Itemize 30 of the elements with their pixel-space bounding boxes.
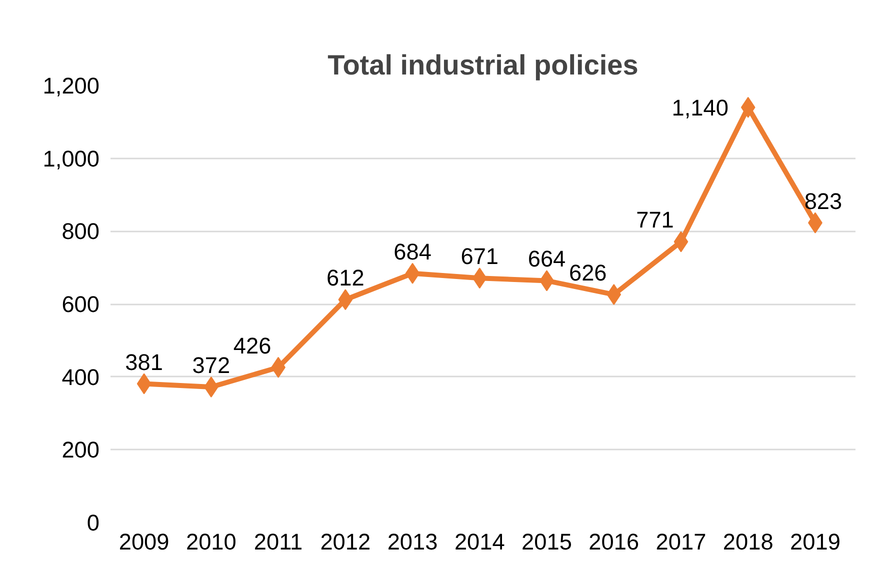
data-label: 626 [568, 260, 607, 286]
x-tick-label: 2010 [186, 528, 236, 554]
y-tick-label: 1,200 [42, 72, 100, 98]
x-tick-label: 2013 [387, 528, 438, 554]
data-label: 671 [460, 243, 499, 270]
data-label: 771 [636, 206, 674, 233]
x-tick-label: 2017 [656, 528, 706, 554]
x-tick-label: 2014 [454, 528, 505, 554]
data-label: 823 [804, 188, 842, 214]
x-tick-label: 2011 [254, 528, 303, 554]
y-tick-label: 200 [62, 436, 100, 463]
x-tick-label: 2019 [790, 528, 840, 554]
data-label: 372 [192, 352, 230, 378]
y-tick-label: 0 [86, 510, 100, 536]
y-tick-label: 800 [62, 218, 100, 244]
y-tick-label: 400 [62, 364, 100, 390]
y-tick-label: 600 [62, 291, 100, 317]
x-tick-label: 2015 [522, 528, 572, 554]
x-tick-label: 2016 [588, 528, 640, 554]
data-label: 381 [125, 348, 163, 375]
data-label: 684 [394, 238, 432, 264]
x-tick-label: 2012 [320, 528, 371, 554]
data-label: 664 [528, 246, 566, 272]
data-label: 426 [233, 332, 272, 358]
chart-title: Total industrial policies [328, 50, 638, 80]
y-tick-label: 1,000 [42, 145, 100, 172]
data-label: 612 [326, 264, 364, 291]
x-tick-label: 2018 [722, 528, 774, 554]
data-label: 1,140 [672, 94, 728, 120]
x-tick-label: 2009 [118, 528, 170, 554]
